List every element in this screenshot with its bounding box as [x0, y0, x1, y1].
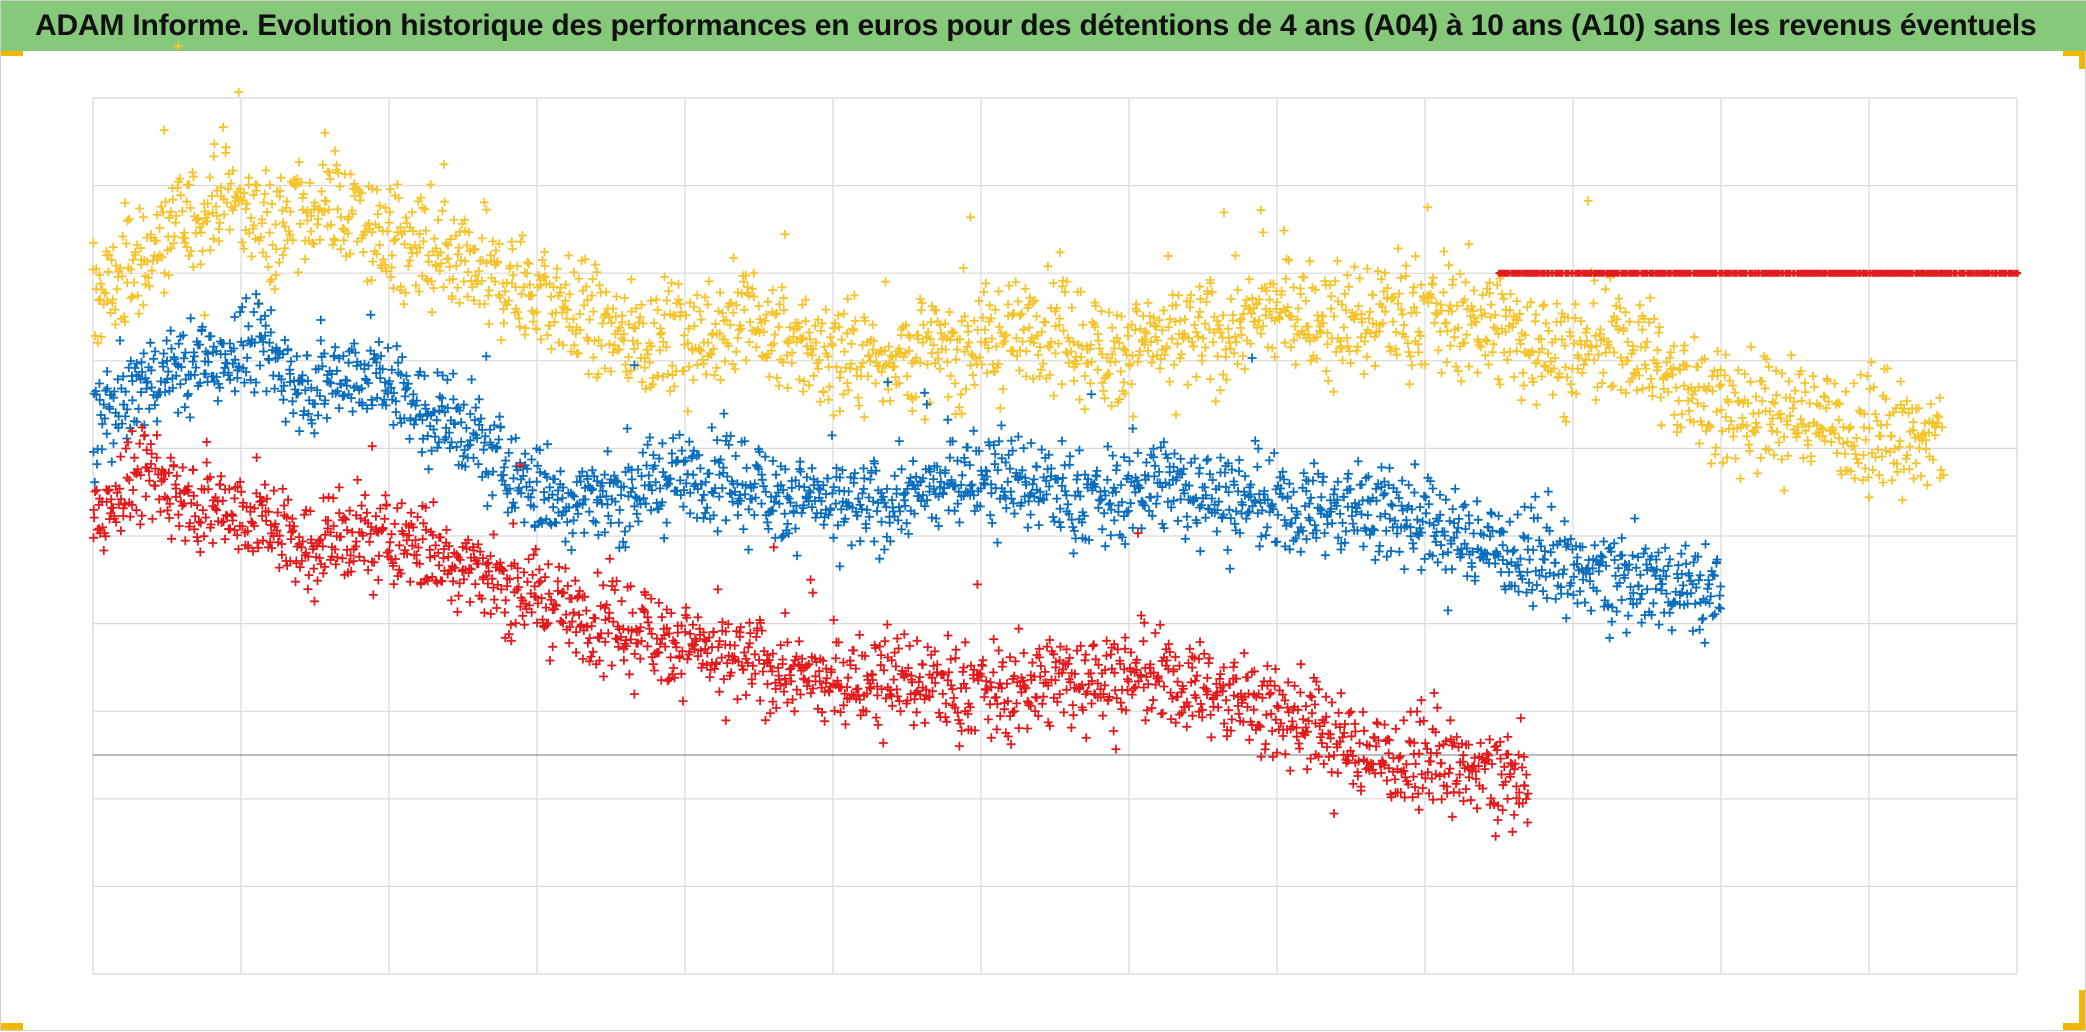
series-markers-A06 — [89, 422, 1533, 841]
series-A04 — [88, 41, 1948, 505]
series-A10 — [1495, 269, 2021, 277]
series-A05 — [89, 289, 1726, 648]
corner-marker-bottom-right-vertical — [2079, 990, 2085, 1030]
series-markers-A10 — [1495, 269, 2021, 277]
corner-marker-top-left — [1, 51, 23, 56]
data-points — [88, 41, 2021, 841]
series-A06 — [89, 422, 1533, 841]
corner-marker-top-right-vertical — [2079, 51, 2085, 69]
series-markers-A04 — [88, 41, 1948, 505]
corner-marker-bottom-right — [2063, 1023, 2085, 1030]
title-bar: ADAM Informe. Evolution historique des p… — [1, 1, 2086, 51]
series-markers-A05 — [89, 289, 1726, 648]
chart-title: ADAM Informe. Evolution historique des p… — [35, 9, 2037, 42]
corner-marker-top-right — [2063, 51, 2085, 56]
corner-marker-bottom-left — [1, 1023, 23, 1030]
